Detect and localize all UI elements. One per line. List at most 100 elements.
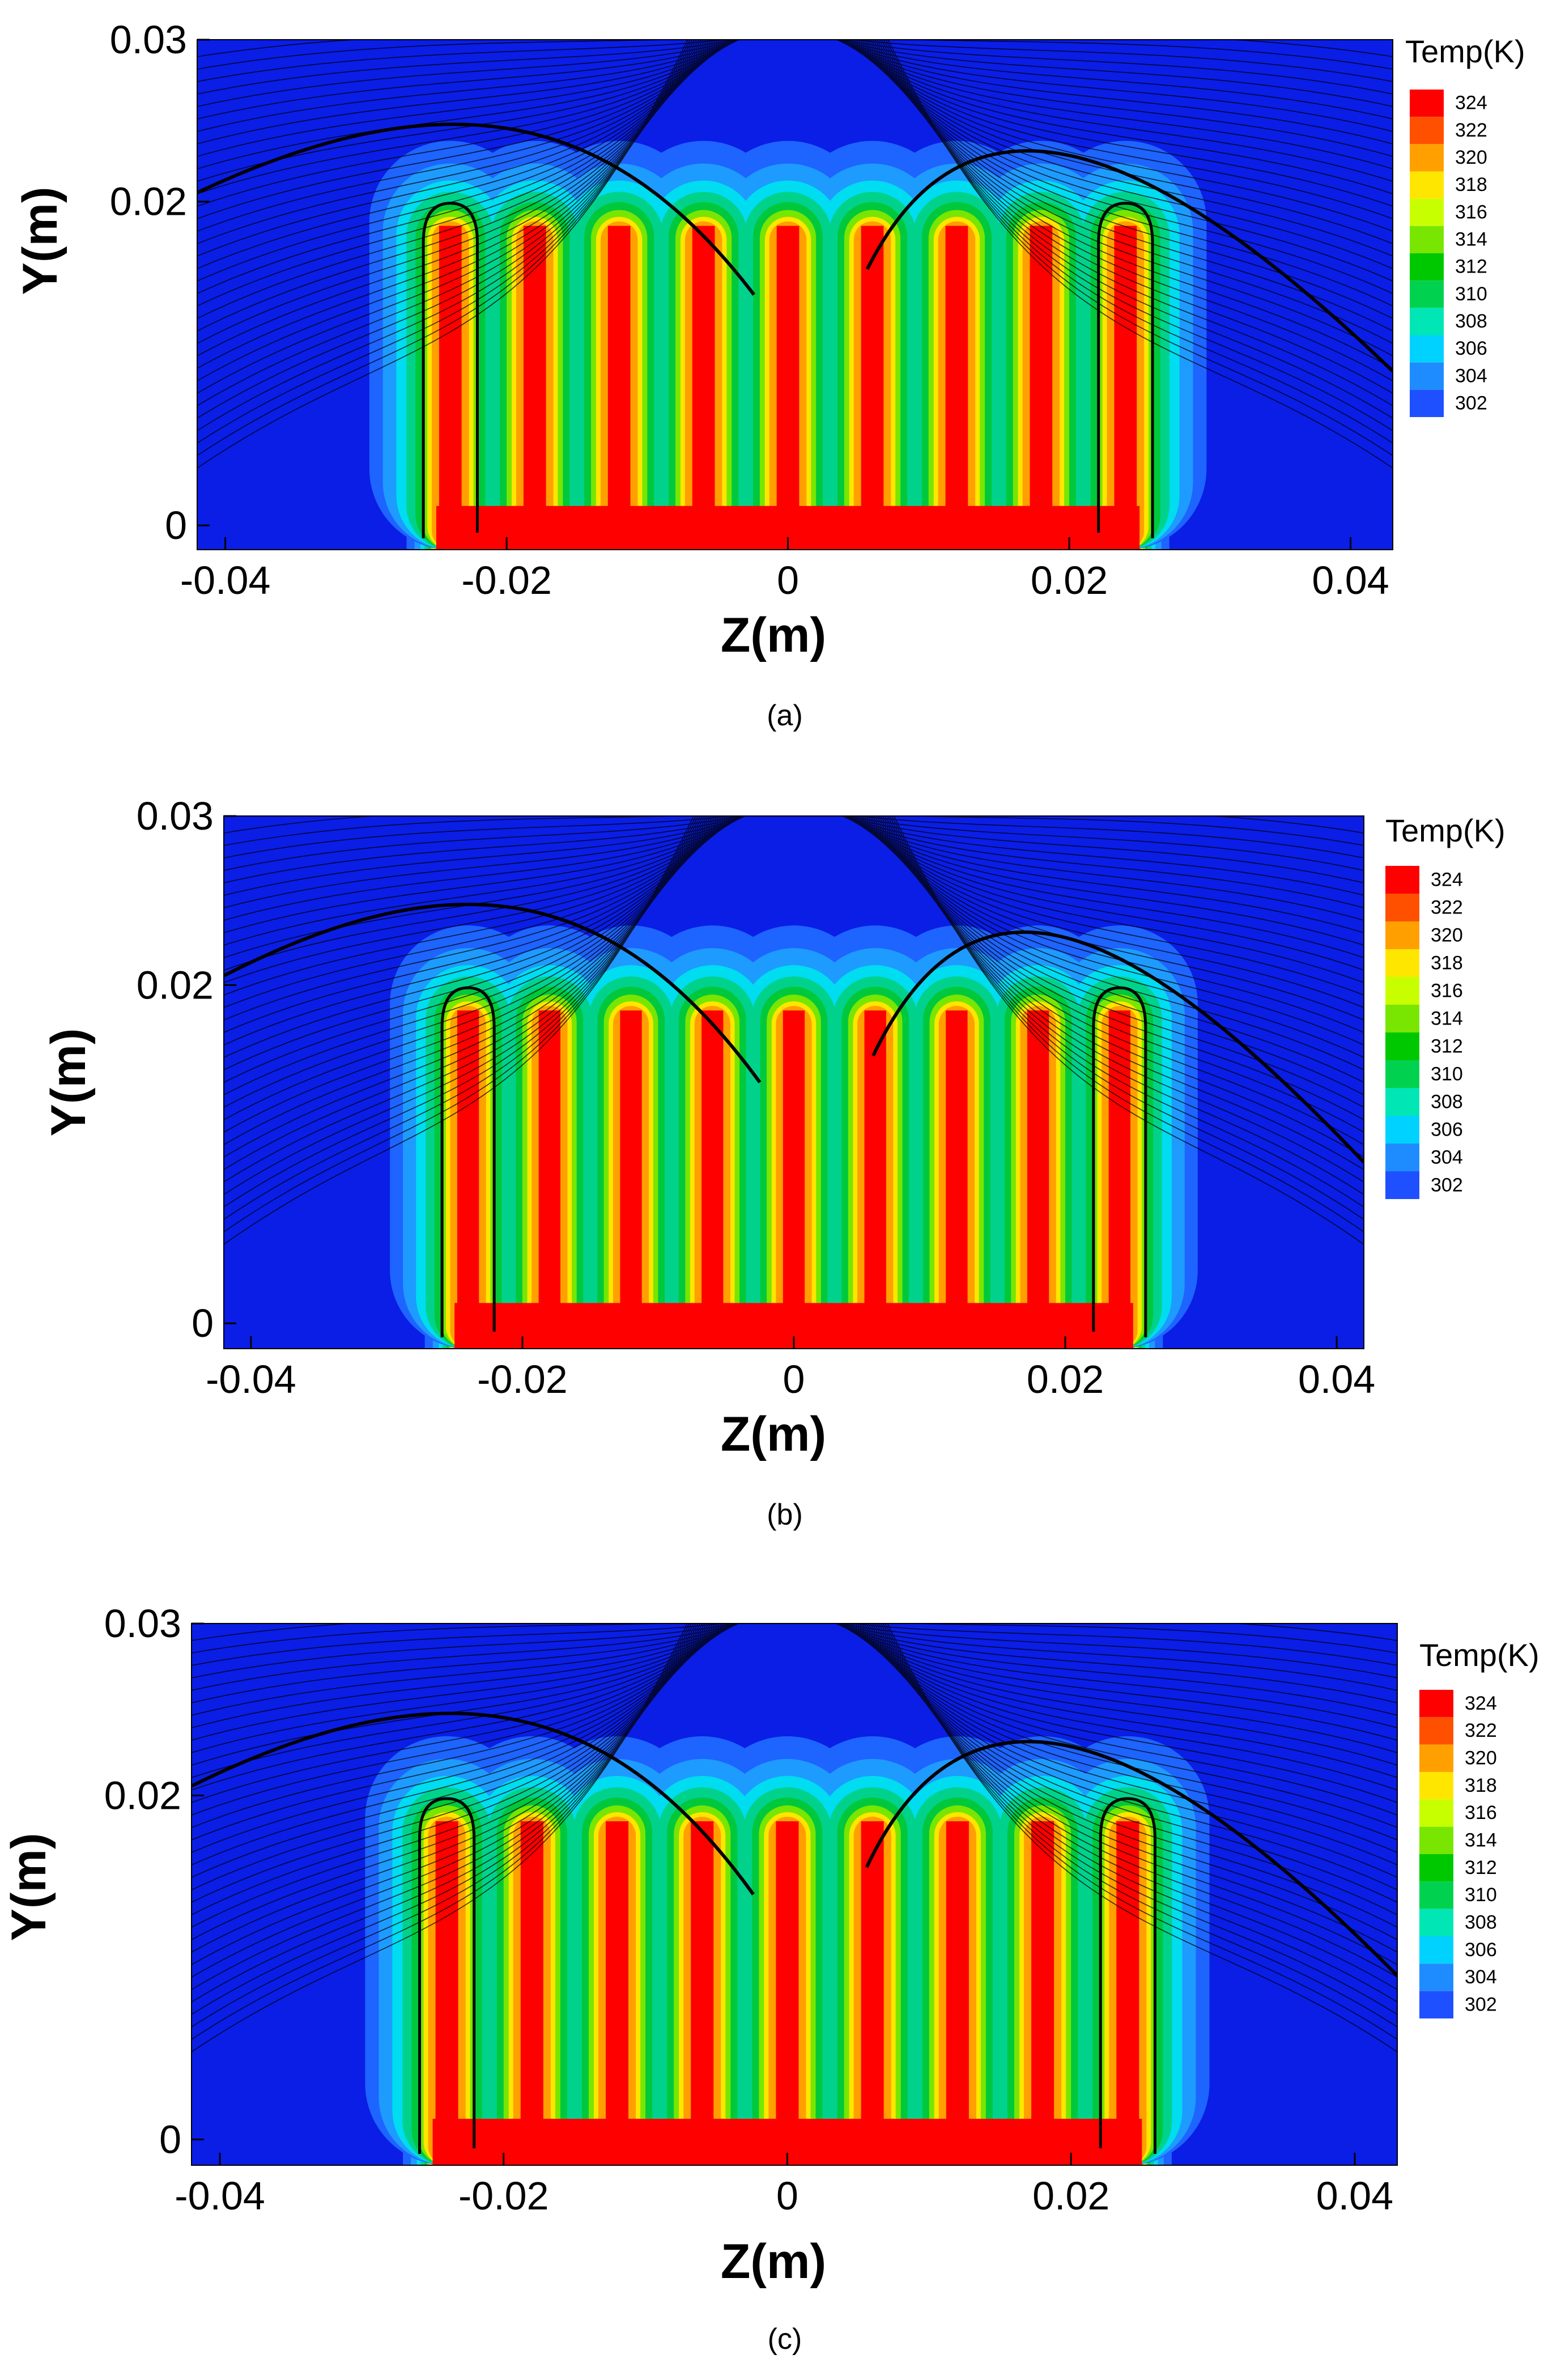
axes: -0.04 -0.02 0 0.02 0.04 0.03 0.02 0 [104, 1601, 1398, 2218]
legend-level-label: 304 [1455, 365, 1487, 386]
streamline [192, 1624, 726, 1828]
streamline-loop [440, 986, 496, 1337]
x-tick-label: -0.02 [477, 1357, 568, 1401]
streamline [902, 816, 1364, 846]
legend-swatch [1410, 144, 1444, 172]
legend-level-label: 312 [1465, 1857, 1497, 1878]
legend-level-label: 320 [1431, 924, 1463, 946]
streamlines [224, 816, 1364, 1245]
legend-swatch [1419, 1909, 1453, 1936]
legend-swatch [1419, 1826, 1453, 1854]
separation-streamline [192, 1711, 755, 1896]
legend-swatch [1419, 1991, 1453, 2018]
fin [701, 1010, 724, 1349]
fin [864, 1010, 886, 1349]
streamline [192, 1624, 736, 1678]
legend-swatch [1410, 117, 1444, 144]
streamline [192, 1624, 740, 1703]
streamline [224, 816, 738, 983]
legend-swatch [1385, 977, 1419, 1005]
streamline [835, 1624, 1397, 1728]
legend-level-label: 318 [1455, 174, 1487, 196]
y-tick-label: 0 [159, 2117, 181, 2161]
separation-streamline [865, 1740, 1397, 1977]
legend-swatch [1410, 171, 1444, 199]
x-tick-label: 0 [777, 558, 799, 602]
streamline-loop [422, 202, 479, 538]
streamline [845, 1624, 1397, 1803]
streamline [197, 40, 734, 194]
streamline [1227, 40, 1393, 57]
axes: -0.04 -0.02 0 0.02 0.04 0.03 0.02 0 [110, 18, 1393, 602]
streamline [197, 40, 725, 257]
plot-frame [191, 1623, 1398, 2166]
legend-level-label: 306 [1465, 1939, 1497, 1961]
y-tick-label: 0.03 [137, 794, 214, 838]
separation-streamline [871, 930, 1364, 1164]
legend-title: Temp(K) [1419, 1637, 1540, 1673]
streamline [192, 1624, 737, 1753]
streamline [224, 816, 745, 933]
temperature-legend: Temp(K) 324 322 320 318 316 314 312 310 308 306 304… [1385, 813, 1506, 1199]
streamline [224, 816, 380, 834]
legend-swatch [1410, 253, 1444, 281]
legend-swatch [1419, 1717, 1453, 1745]
streamline-loop [418, 1797, 476, 2154]
fin [1027, 1010, 1049, 1349]
legend-level-label: 308 [1455, 311, 1487, 332]
fin [692, 226, 715, 550]
streamline [836, 40, 1393, 144]
streamline [898, 1624, 1397, 1654]
legend-level-label: 316 [1465, 1802, 1497, 1824]
legend-level-label: 322 [1455, 120, 1487, 141]
x-tick-label: -0.04 [175, 2174, 265, 2218]
y-axis-label: Y(m) [2, 1833, 56, 1941]
legend-swatch [1419, 1854, 1453, 1882]
y-tick-label: 0 [165, 503, 187, 547]
legend-level-label: 302 [1465, 1994, 1497, 2015]
streamline [851, 816, 1364, 996]
legend-swatch [1410, 198, 1444, 226]
x-tick-label: 0.02 [1031, 558, 1108, 602]
fin [776, 226, 799, 550]
separation-streamline [224, 902, 762, 1083]
legend-swatch [1410, 90, 1444, 117]
legend-swatch [1419, 1881, 1453, 1909]
streamline [841, 816, 1364, 908]
y-tick-label: 0.03 [110, 18, 187, 62]
panel-label: (b) [767, 1498, 803, 1531]
legend-level-label: 316 [1431, 980, 1463, 1001]
temperature-legend: Temp(K) 324 322 320 318 316 314 312 310 308 306 304… [1419, 1637, 1540, 2018]
legend-swatch [1419, 1964, 1453, 1991]
streamline [1230, 1624, 1397, 1641]
contour-plot-area [192, 1624, 1397, 2165]
streamline-loop [1092, 986, 1147, 1337]
legend-level-label: 302 [1455, 393, 1487, 414]
streamline [224, 816, 746, 921]
x-tick-label: -0.04 [206, 1357, 296, 1401]
y-tick-label: 0.02 [104, 1773, 181, 1817]
streamline [855, 816, 1364, 858]
legend-swatch [1385, 1088, 1419, 1116]
y-axis-label: Y(m) [13, 186, 67, 295]
legend-swatch [1385, 921, 1419, 949]
plot-frame [197, 39, 1393, 550]
streamlines [192, 1624, 1397, 2052]
legend-level-label: 320 [1465, 1747, 1497, 1769]
streamline [197, 40, 360, 57]
fin [1114, 226, 1137, 550]
y-tick-label: 0.02 [137, 963, 214, 1007]
fin [1030, 226, 1053, 550]
x-axis-label: Z(m) [721, 2234, 826, 2289]
streamline [899, 40, 1393, 70]
streamline [843, 816, 1364, 933]
legend-swatch [1410, 362, 1444, 390]
legend-level-label: 308 [1431, 1091, 1463, 1112]
legend-level-label: 304 [1431, 1146, 1463, 1168]
legend-swatch [1419, 1799, 1453, 1827]
fin [435, 1821, 458, 2165]
legend-level-label: 310 [1465, 1884, 1497, 1906]
x-tick-label: 0.02 [1032, 2174, 1109, 2218]
legend-level-label: 316 [1455, 201, 1487, 223]
x-tick-label: 0.04 [1316, 2174, 1393, 2218]
